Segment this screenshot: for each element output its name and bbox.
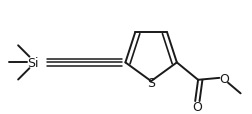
Text: S: S [147,76,154,89]
Text: O: O [218,73,228,86]
Text: Si: Si [27,56,39,69]
Text: O: O [192,100,201,113]
